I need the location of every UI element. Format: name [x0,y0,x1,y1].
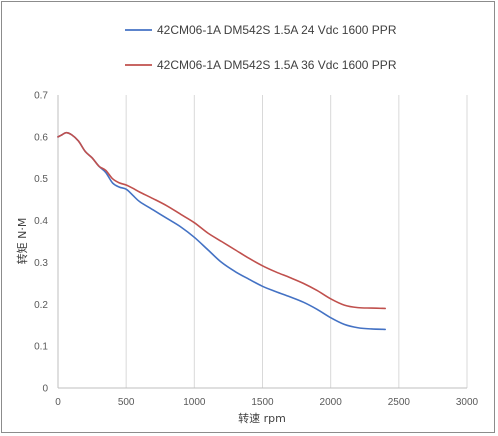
legend-label-36v: 42CM06-1A DM542S 1.5A 36 Vdc 1600 PPR [157,58,397,72]
x-tick-label: 500 [118,397,135,408]
y-tick-labels: 0 0.1 0.2 0.3 0.4 0.5 0.6 0.7 [34,91,48,395]
axes [57,95,467,389]
x-axis-title: 转速 rpm [238,411,286,425]
x-tick-label: 1000 [183,397,206,408]
y-tick-label: 0.6 [34,132,48,143]
x-tick-label: 0 [55,397,61,408]
series-line-1 [57,131,386,310]
grid-lines [125,95,468,388]
legend: 42CM06-1A DM542S 1.5A 24 Vdc 1600 PPR 42… [125,23,397,72]
y-tick-label: 0.3 [34,258,48,269]
y-tick-label: 0.1 [34,342,48,353]
x-tick-label: 2000 [320,397,343,408]
x-tick-labels: 0 500 1000 1500 2000 2500 3000 [55,397,478,408]
y-tick-label: 0 [42,384,48,395]
legend-label-24v: 42CM06-1A DM542S 1.5A 24 Vdc 1600 PPR [157,23,397,37]
y-tick-label: 0.4 [34,216,48,227]
series-lines [57,131,386,331]
x-tick-label: 3000 [456,397,479,408]
y-tick-label: 0.7 [34,91,48,102]
series-line-0 [57,131,386,331]
x-tick-label: 1500 [251,397,274,408]
x-tick-label: 2500 [388,397,411,408]
y-tick-label: 0.5 [34,174,48,185]
y-tick-label: 0.2 [34,300,48,311]
y-axis-title: 转矩 N·M [15,218,29,265]
